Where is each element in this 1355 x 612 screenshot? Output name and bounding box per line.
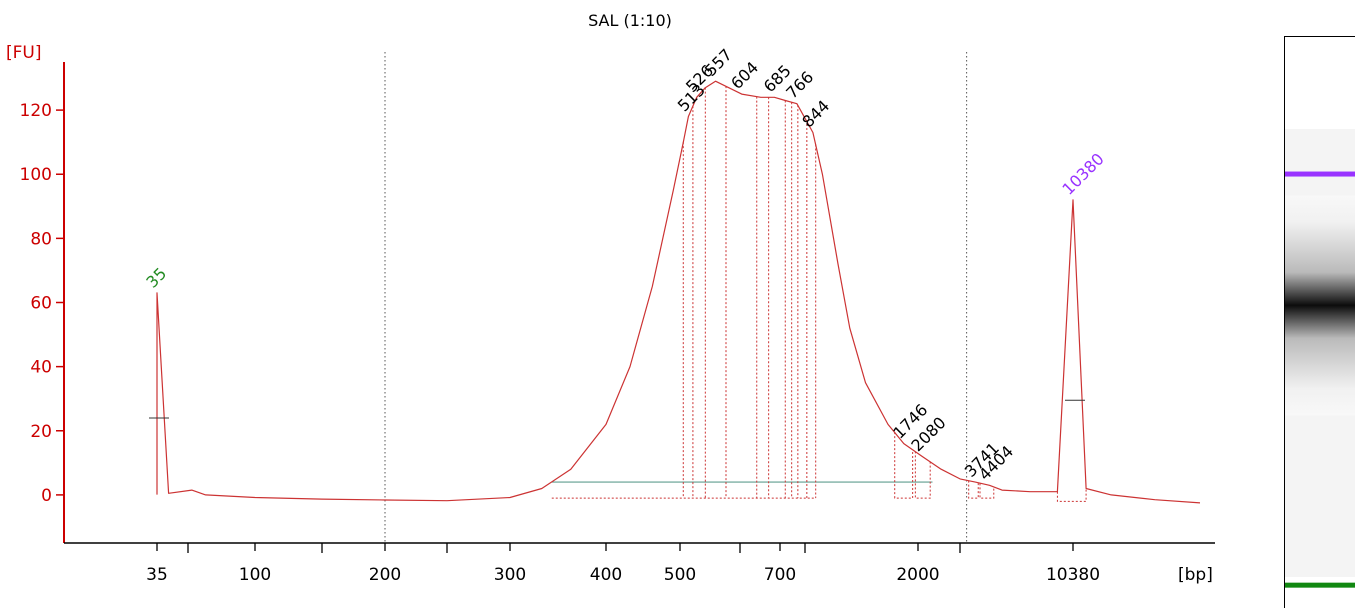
peak-region-box [914, 451, 931, 499]
y-tick-label: 100 [20, 165, 52, 185]
x-tick-label: 100 [239, 565, 271, 585]
x-tick-label: 200 [369, 565, 401, 585]
gel-smear [1285, 195, 1355, 416]
y-tick-label: 120 [20, 101, 52, 121]
chart-title: SAL (1:10) [588, 11, 672, 30]
reference-lines [384, 52, 968, 543]
peak-regions [551, 86, 1087, 502]
electropherogram-chart: SAL (1:10) [FU] [bp] 0 20 40 60 80 100 120 35 1… [6, 11, 1215, 585]
peak-label: 844 [798, 96, 833, 131]
x-tick-label: 400 [590, 565, 622, 585]
peak-label: 35 [142, 264, 170, 292]
gel-band [1285, 171, 1355, 177]
x-axis-label: [bp] [1178, 565, 1213, 585]
gel-lane [1285, 129, 1355, 588]
x-tick-label: 2000 [896, 565, 939, 585]
x-axis-ticks: 35 100 200 300 400 500 700 2000 10380 [146, 543, 1100, 585]
y-axis-ticks: 0 20 40 60 80 100 120 [20, 101, 64, 506]
gel-image [1284, 36, 1355, 608]
gel-band [1285, 582, 1355, 588]
y-tick-label: 40 [30, 358, 52, 378]
y-tick-label: 60 [30, 294, 52, 314]
peak-region-box [979, 483, 995, 499]
y-tick-label: 0 [41, 486, 52, 506]
half-height-markers [149, 399, 1085, 419]
y-axis-label: [FU] [6, 43, 42, 63]
peak-label: 10380 [1058, 149, 1107, 198]
peak-label: 604 [727, 58, 762, 93]
peak-region-box [894, 432, 914, 499]
series-line [156, 80, 1201, 504]
x-tick-label: 500 [664, 565, 696, 585]
x-tick-label: 10380 [1046, 565, 1100, 585]
y-tick-label: 80 [30, 229, 52, 249]
peak-region-box [968, 480, 979, 499]
marker-region-box [1056, 488, 1087, 502]
peak-labels: 3551352655760468576684417462080374144041… [142, 45, 1107, 484]
series [156, 80, 1201, 504]
x-tick-label: 300 [494, 565, 526, 585]
x-tick-label: 35 [146, 565, 168, 585]
x-tick-label: 700 [764, 565, 796, 585]
y-tick-label: 20 [30, 422, 52, 442]
